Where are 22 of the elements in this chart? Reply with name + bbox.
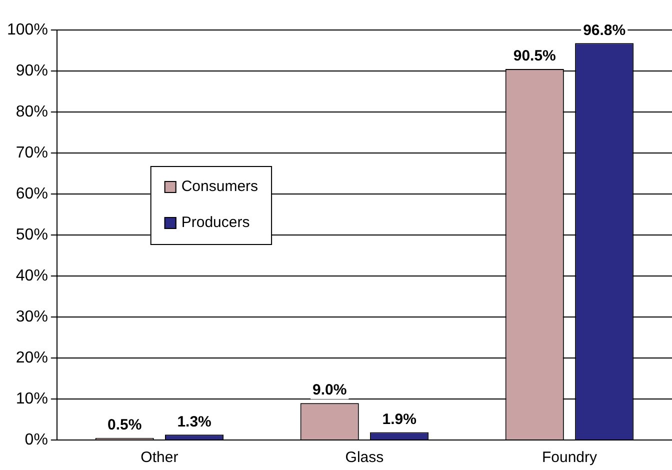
y-tick-label: 50% bbox=[16, 226, 48, 244]
y-tick-label: 0% bbox=[24, 431, 48, 448]
y-tick-label: 40% bbox=[16, 267, 48, 284]
y-tick-label: 100% bbox=[7, 21, 48, 38]
data-label: 90.5% bbox=[513, 48, 556, 65]
data-label: 9.0% bbox=[312, 382, 347, 399]
x-tick-label: Other bbox=[140, 449, 178, 466]
x-tick-label: Glass bbox=[345, 449, 384, 466]
y-tick-label: 80% bbox=[16, 103, 48, 120]
data-label: 96.8% bbox=[583, 22, 626, 39]
x-tick-label: Foundry bbox=[542, 449, 598, 466]
legend-label: Consumers bbox=[181, 178, 258, 196]
y-tick-label: 60% bbox=[16, 185, 48, 202]
data-label: 1.3% bbox=[177, 413, 212, 430]
legend-label: Producers bbox=[181, 214, 250, 232]
y-tick-label: 70% bbox=[16, 144, 48, 162]
data-label: 1.9% bbox=[382, 410, 416, 428]
y-tick-label: 90% bbox=[16, 62, 48, 80]
y-tick-label: 30% bbox=[16, 308, 48, 326]
y-tick-label: 10% bbox=[16, 390, 48, 408]
y-tick-label: 20% bbox=[16, 349, 48, 366]
data-label: 0.5% bbox=[107, 416, 142, 434]
